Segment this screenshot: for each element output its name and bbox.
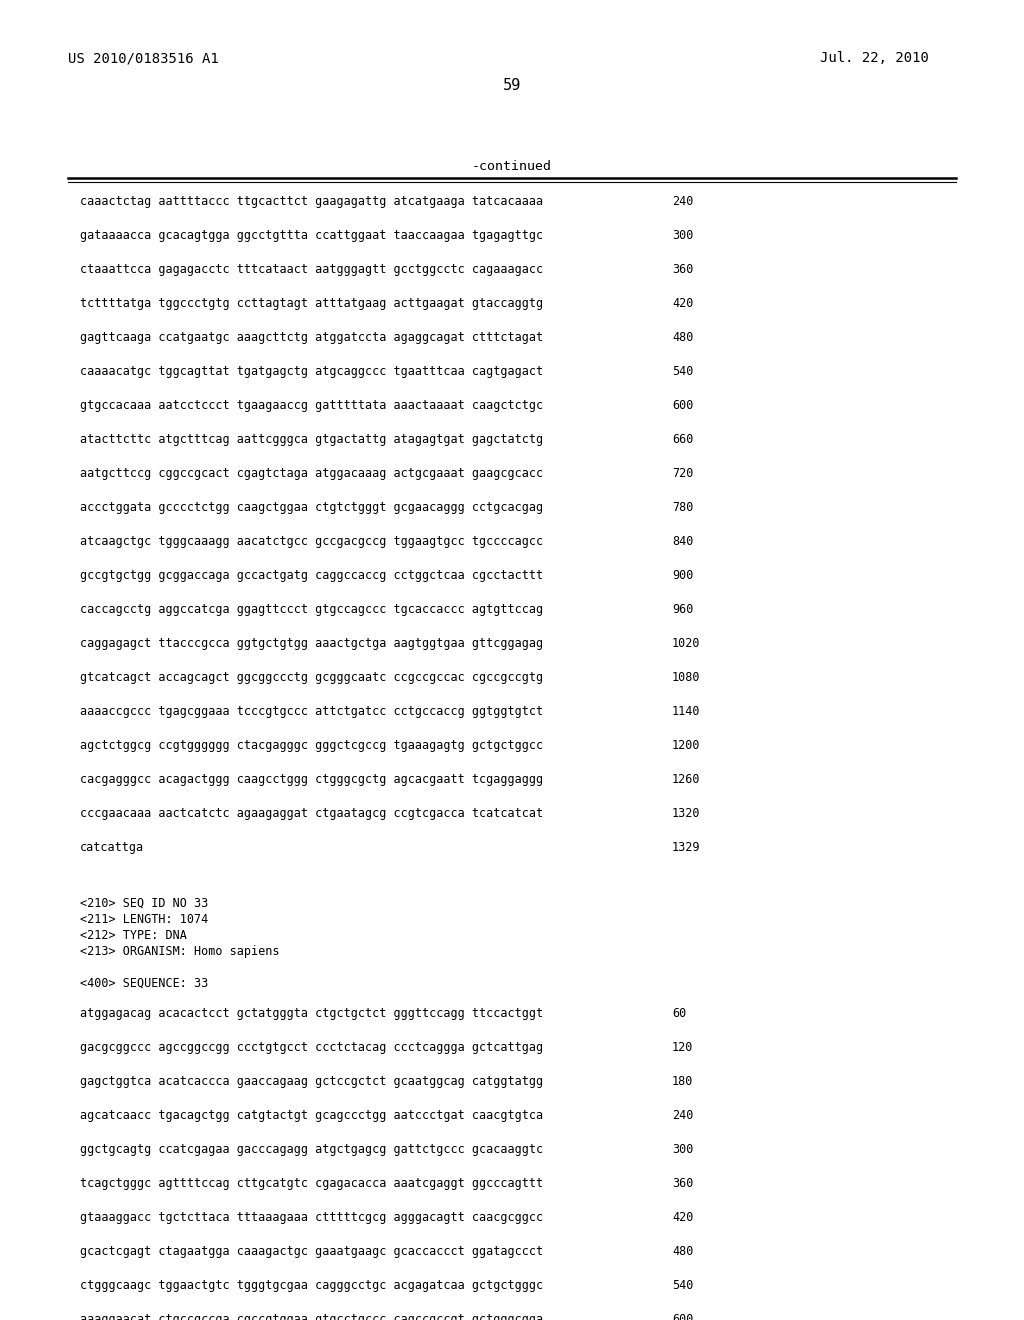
Text: 300: 300 xyxy=(672,228,693,242)
Text: <210> SEQ ID NO 33: <210> SEQ ID NO 33 xyxy=(80,898,208,909)
Text: 60: 60 xyxy=(672,1007,686,1020)
Text: 1020: 1020 xyxy=(672,638,700,649)
Text: Jul. 22, 2010: Jul. 22, 2010 xyxy=(820,51,929,65)
Text: 360: 360 xyxy=(672,263,693,276)
Text: 540: 540 xyxy=(672,1279,693,1292)
Text: 540: 540 xyxy=(672,366,693,378)
Text: 780: 780 xyxy=(672,502,693,513)
Text: 900: 900 xyxy=(672,569,693,582)
Text: <211> LENGTH: 1074: <211> LENGTH: 1074 xyxy=(80,913,208,927)
Text: gtcatcagct accagcagct ggcggccctg gcgggcaatc ccgccgccac cgccgccgtg: gtcatcagct accagcagct ggcggccctg gcgggca… xyxy=(80,671,543,684)
Text: gacgcggccc agccggccgg ccctgtgcct ccctctacag ccctcaggga gctcattgag: gacgcggccc agccggccgg ccctgtgcct ccctcta… xyxy=(80,1041,543,1053)
Text: 360: 360 xyxy=(672,1177,693,1191)
Text: -continued: -continued xyxy=(472,160,552,173)
Text: tcttttatga tggccctgtg ccttagtagt atttatgaag acttgaagat gtaccaggtg: tcttttatga tggccctgtg ccttagtagt atttatg… xyxy=(80,297,543,310)
Text: 1200: 1200 xyxy=(672,739,700,752)
Text: 660: 660 xyxy=(672,433,693,446)
Text: US 2010/0183516 A1: US 2010/0183516 A1 xyxy=(68,51,219,65)
Text: gcactcgagt ctagaatgga caaagactgc gaaatgaagc gcaccaccct ggatagccct: gcactcgagt ctagaatgga caaagactgc gaaatga… xyxy=(80,1245,543,1258)
Text: caccagcctg aggccatcga ggagttccct gtgccagccc tgcaccaccc agtgttccag: caccagcctg aggccatcga ggagttccct gtgccag… xyxy=(80,603,543,616)
Text: atggagacag acacactcct gctatgggta ctgctgctct gggttccagg ttccactggt: atggagacag acacactcct gctatgggta ctgctgc… xyxy=(80,1007,543,1020)
Text: gtgccacaaa aatcctccct tgaagaaccg gatttttata aaactaaaat caagctctgc: gtgccacaaa aatcctccct tgaagaaccg gattttt… xyxy=(80,399,543,412)
Text: agcatcaacc tgacagctgg catgtactgt gcagccctgg aatccctgat caacgtgtca: agcatcaacc tgacagctgg catgtactgt gcagccc… xyxy=(80,1109,543,1122)
Text: gataaaacca gcacagtgga ggcctgttta ccattggaat taaccaagaa tgagagttgc: gataaaacca gcacagtgga ggcctgttta ccattgg… xyxy=(80,228,543,242)
Text: aatgcttccg cggccgcact cgagtctaga atggacaaag actgcgaaat gaagcgcacc: aatgcttccg cggccgcact cgagtctaga atggaca… xyxy=(80,467,543,480)
Text: <400> SEQUENCE: 33: <400> SEQUENCE: 33 xyxy=(80,977,208,990)
Text: gagttcaaga ccatgaatgc aaagcttctg atggatccta agaggcagat ctttctagat: gagttcaaga ccatgaatgc aaagcttctg atggatc… xyxy=(80,331,543,345)
Text: 180: 180 xyxy=(672,1074,693,1088)
Text: cccgaacaaa aactcatctc agaagaggat ctgaatagcg ccgtcgacca tcatcatcat: cccgaacaaa aactcatctc agaagaggat ctgaata… xyxy=(80,807,543,820)
Text: ggctgcagtg ccatcgagaa gacccagagg atgctgagcg gattctgccc gcacaaggtc: ggctgcagtg ccatcgagaa gacccagagg atgctga… xyxy=(80,1143,543,1156)
Text: 120: 120 xyxy=(672,1041,693,1053)
Text: 1140: 1140 xyxy=(672,705,700,718)
Text: 480: 480 xyxy=(672,331,693,345)
Text: 960: 960 xyxy=(672,603,693,616)
Text: caggagagct ttacccgcca ggtgctgtgg aaactgctga aagtggtgaa gttcggagag: caggagagct ttacccgcca ggtgctgtgg aaactgc… xyxy=(80,638,543,649)
Text: 720: 720 xyxy=(672,467,693,480)
Text: aaaggaacat ctgccgccga cgccgtggaa gtgcctgccc cagccgccgt gctgggcgga: aaaggaacat ctgccgccga cgccgtggaa gtgcctg… xyxy=(80,1313,543,1320)
Text: gccgtgctgg gcggaccaga gccactgatg caggccaccg cctggctcaa cgcctacttt: gccgtgctgg gcggaccaga gccactgatg caggcca… xyxy=(80,569,543,582)
Text: accctggata gcccctctgg caagctggaa ctgtctgggt gcgaacaggg cctgcacgag: accctggata gcccctctgg caagctggaa ctgtctg… xyxy=(80,502,543,513)
Text: aaaaccgccc tgagcggaaa tcccgtgccc attctgatcc cctgccaccg ggtggtgtct: aaaaccgccc tgagcggaaa tcccgtgccc attctga… xyxy=(80,705,543,718)
Text: 1320: 1320 xyxy=(672,807,700,820)
Text: catcattga: catcattga xyxy=(80,841,144,854)
Text: 600: 600 xyxy=(672,1313,693,1320)
Text: 600: 600 xyxy=(672,399,693,412)
Text: atacttcttc atgctttcag aattcgggca gtgactattg atagagtgat gagctatctg: atacttcttc atgctttcag aattcgggca gtgacta… xyxy=(80,433,543,446)
Text: 420: 420 xyxy=(672,1210,693,1224)
Text: gagctggtca acatcaccca gaaccagaag gctccgctct gcaatggcag catggtatgg: gagctggtca acatcaccca gaaccagaag gctccgc… xyxy=(80,1074,543,1088)
Text: atcaagctgc tgggcaaagg aacatctgcc gccgacgccg tggaagtgcc tgccccagcc: atcaagctgc tgggcaaagg aacatctgcc gccgacg… xyxy=(80,535,543,548)
Text: ctaaattcca gagagacctc tttcataact aatgggagtt gcctggcctc cagaaagacc: ctaaattcca gagagacctc tttcataact aatggga… xyxy=(80,263,543,276)
Text: <212> TYPE: DNA: <212> TYPE: DNA xyxy=(80,929,186,942)
Text: 300: 300 xyxy=(672,1143,693,1156)
Text: 1080: 1080 xyxy=(672,671,700,684)
Text: cacgagggcc acagactggg caagcctggg ctgggcgctg agcacgaatt tcgaggaggg: cacgagggcc acagactggg caagcctggg ctgggcg… xyxy=(80,774,543,785)
Text: 480: 480 xyxy=(672,1245,693,1258)
Text: agctctggcg ccgtgggggg ctacgagggc gggctcgccg tgaaagagtg gctgctggcc: agctctggcg ccgtgggggg ctacgagggc gggctcg… xyxy=(80,739,543,752)
Text: ctgggcaagc tggaactgtc tgggtgcgaa cagggcctgc acgagatcaa gctgctgggc: ctgggcaagc tggaactgtc tgggtgcgaa cagggcc… xyxy=(80,1279,543,1292)
Text: caaactctag aattttaccc ttgcacttct gaagagattg atcatgaaga tatcacaaaa: caaactctag aattttaccc ttgcacttct gaagaga… xyxy=(80,195,543,209)
Text: gtaaaggacc tgctcttaca tttaaagaaa ctttttcgcg agggacagtt caacgcggcc: gtaaaggacc tgctcttaca tttaaagaaa ctttttc… xyxy=(80,1210,543,1224)
Text: 240: 240 xyxy=(672,1109,693,1122)
Text: 240: 240 xyxy=(672,195,693,209)
Text: 840: 840 xyxy=(672,535,693,548)
Text: caaaacatgc tggcagttat tgatgagctg atgcaggccc tgaatttcaa cagtgagact: caaaacatgc tggcagttat tgatgagctg atgcagg… xyxy=(80,366,543,378)
Text: <213> ORGANISM: Homo sapiens: <213> ORGANISM: Homo sapiens xyxy=(80,945,280,958)
Text: tcagctgggc agttttccag cttgcatgtc cgagacacca aaatcgaggt ggcccagttt: tcagctgggc agttttccag cttgcatgtc cgagaca… xyxy=(80,1177,543,1191)
Text: 420: 420 xyxy=(672,297,693,310)
Text: 59: 59 xyxy=(503,78,521,92)
Text: 1260: 1260 xyxy=(672,774,700,785)
Text: 1329: 1329 xyxy=(672,841,700,854)
